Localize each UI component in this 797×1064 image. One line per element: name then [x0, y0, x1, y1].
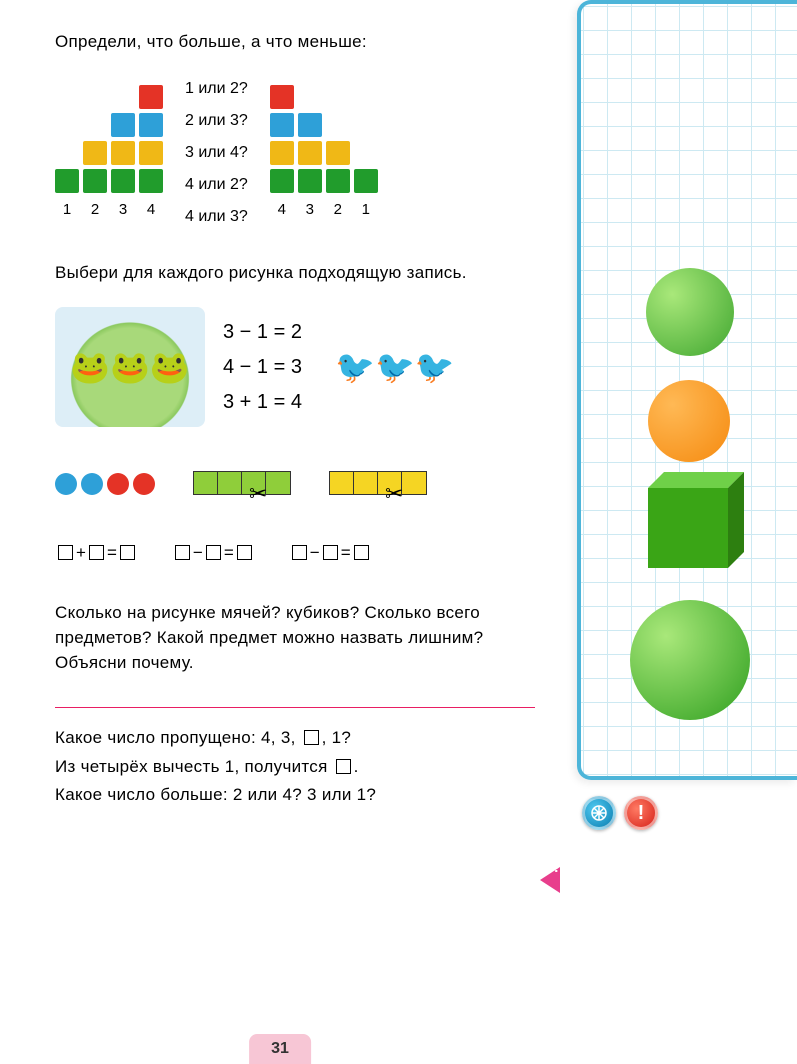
- pyr-label: 3: [111, 201, 135, 218]
- pink-arrow-label: ?: [552, 859, 561, 876]
- scissors-icon: ✂: [249, 481, 267, 507]
- task1-prompt: Определи, что больше, а что меньше:: [55, 30, 535, 55]
- pyr-label: 1: [55, 201, 79, 218]
- question: 2 или 3?: [185, 109, 248, 133]
- pyr-label: 4: [270, 201, 294, 218]
- page-number: 31: [249, 1034, 311, 1064]
- pyr-label: 1: [354, 201, 378, 218]
- green-strip: ✂: [193, 471, 291, 495]
- task4-line2: Из четырёх вычесть 1, получится .: [55, 755, 535, 780]
- alert-badge-icon: !: [624, 796, 658, 830]
- question: 1 или 2?: [185, 77, 248, 101]
- task1-pyramids: 1 2 3 4 1 или 2? 2 или 3? 3 или 4? 4 или…: [55, 73, 535, 229]
- equations-column: 3 − 1 = 2 4 − 1 = 3 3 + 1 = 4: [223, 321, 302, 414]
- green-ball-large: [630, 600, 750, 720]
- green-ball-small: [646, 268, 734, 356]
- blank-equations: += −= −=: [55, 543, 535, 563]
- birds-illustration: 🐦🐦🐦: [320, 307, 470, 427]
- orange-ball: [648, 380, 730, 462]
- badges: !: [582, 796, 658, 830]
- pyr-label: 3: [298, 201, 322, 218]
- question: 4 или 3?: [185, 205, 248, 229]
- task3-prompt: Сколько на рисунке мячей? кубиков? Сколь…: [55, 601, 535, 675]
- pyr-label: 2: [326, 201, 350, 218]
- frogs-illustration: 🐸🐸🐸: [55, 307, 205, 427]
- right-pyramid: 4 3 2 1: [270, 73, 378, 218]
- task1-questions: 1 или 2? 2 или 3? 3 или 4? 4 или 2? 4 ил…: [185, 73, 248, 229]
- blank-eq: −=: [172, 543, 255, 563]
- pyr-label: 4: [139, 201, 163, 218]
- green-cube: [648, 488, 728, 568]
- blank-eq: −=: [289, 543, 372, 563]
- blank-eq: +=: [55, 543, 138, 563]
- divider-line: [55, 707, 535, 708]
- task4-line3: Какое число больше: 2 или 4? 3 или 1?: [55, 783, 535, 808]
- grid-badge-icon: [582, 796, 616, 830]
- main-content: Определи, что больше, а что меньше:: [0, 0, 560, 1064]
- equation: 3 − 1 = 2: [223, 321, 302, 344]
- task4-line1: Какое число пропущено: 4, 3, , 1?: [55, 726, 535, 751]
- circle-group: [55, 473, 155, 495]
- pyr-label: 2: [83, 201, 107, 218]
- question: 3 или 4?: [185, 141, 248, 165]
- task2-prompt: Выбери для каждого рисунка подходящую за…: [55, 261, 535, 286]
- left-pyramid: 1 2 3 4: [55, 73, 163, 218]
- strips-row: ✂ ✂: [55, 471, 535, 495]
- sidebar: ! ?: [560, 0, 797, 1064]
- question: 4 или 2?: [185, 173, 248, 197]
- equation: 4 − 1 = 3: [223, 356, 302, 379]
- task2-equations-row: 🐸🐸🐸 3 − 1 = 2 4 − 1 = 3 3 + 1 = 4 🐦🐦🐦: [55, 307, 535, 427]
- equation: 3 + 1 = 4: [223, 391, 302, 414]
- yellow-strip: ✂: [329, 471, 427, 495]
- scissors-icon: ✂: [385, 481, 403, 507]
